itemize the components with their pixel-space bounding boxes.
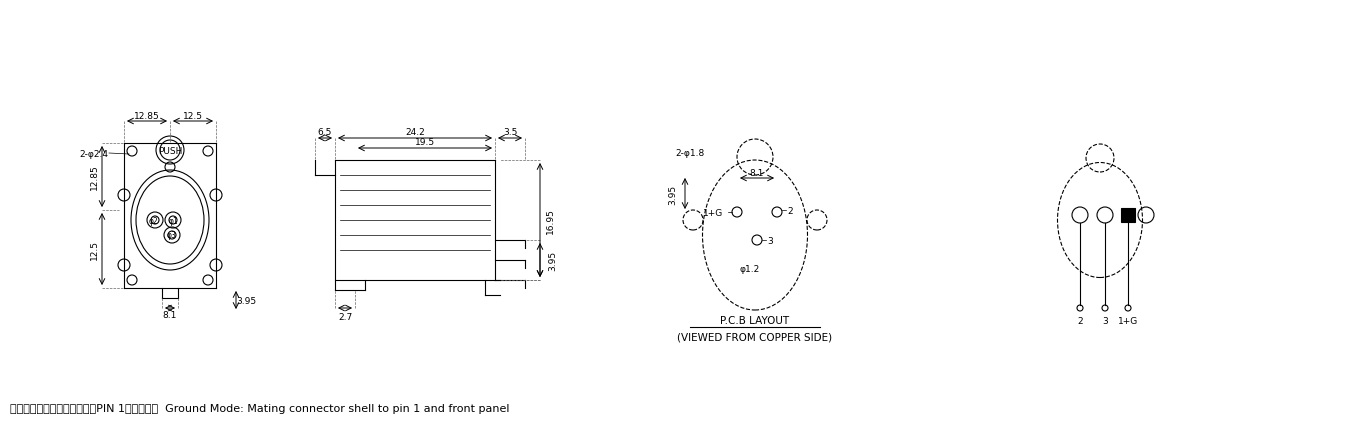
Text: 12.85: 12.85 [89, 164, 98, 190]
Text: φ3: φ3 [167, 231, 176, 240]
Text: φ2: φ2 [148, 216, 158, 225]
Text: 3: 3 [1102, 316, 1107, 325]
Text: P.C.B LAYOUT: P.C.B LAYOUT [721, 315, 789, 325]
Text: 3.95: 3.95 [548, 250, 558, 270]
Text: 接地方式：相配的插头外壳与PIN 1及面板连接  Ground Mode: Mating connector shell to pin 1 and front : 接地方式：相配的插头外壳与PIN 1及面板连接 Ground Mode: Mat… [9, 403, 509, 413]
Text: 8.1: 8.1 [750, 168, 764, 177]
Text: 12.5: 12.5 [89, 240, 98, 259]
Text: (VIEWED FROM COPPER SIDE): (VIEWED FROM COPPER SIDE) [678, 332, 832, 342]
Text: 1+G: 1+G [1118, 316, 1138, 325]
Text: 2-φ1.8: 2-φ1.8 [675, 148, 704, 157]
Bar [1121, 209, 1136, 222]
Text: 24.2: 24.2 [405, 127, 424, 136]
Text: 1+G: 1+G [703, 208, 723, 217]
Text: 3.95: 3.95 [236, 296, 256, 305]
Text: 3.5: 3.5 [502, 127, 517, 136]
Text: 3: 3 [766, 236, 773, 245]
Text: 8.1: 8.1 [163, 311, 178, 320]
Text: 19.5: 19.5 [415, 137, 435, 146]
Text: 2.7: 2.7 [338, 312, 352, 321]
Text: 3.95: 3.95 [668, 184, 678, 204]
Text: 2-φ2.4: 2-φ2.4 [79, 149, 109, 158]
Text: 12.85: 12.85 [135, 111, 160, 120]
Text: 16.95: 16.95 [546, 208, 555, 233]
Text: φ1: φ1 [168, 216, 178, 225]
Text: 12.5: 12.5 [183, 111, 203, 120]
Text: 2: 2 [1078, 316, 1083, 325]
Text: 2: 2 [787, 206, 792, 215]
Text: φ1.2: φ1.2 [740, 264, 760, 273]
Text: 6.5: 6.5 [318, 127, 333, 136]
Text: PUSH: PUSH [158, 146, 182, 155]
